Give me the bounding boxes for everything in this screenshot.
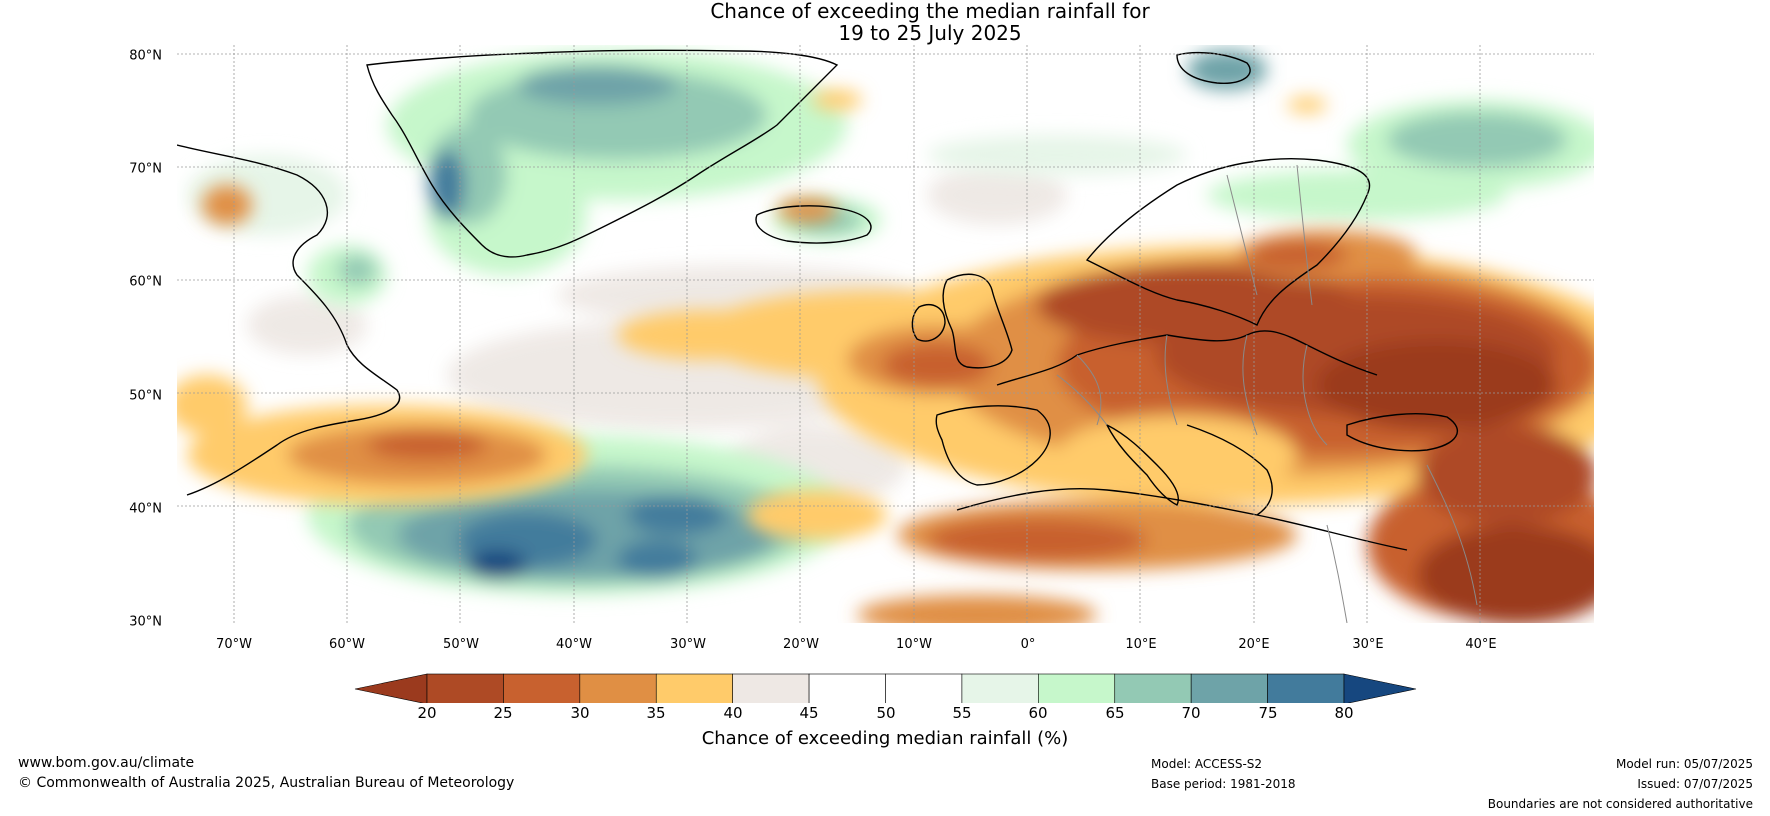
model-run-text: Model run: 05/07/2025 bbox=[1615, 757, 1753, 771]
colorbar-label: 75 bbox=[1258, 704, 1278, 722]
lat-label-30n: 30°N bbox=[129, 614, 162, 630]
colorbar-swatch bbox=[503, 673, 581, 703]
colorbar-swatch bbox=[1267, 673, 1345, 703]
coastlines bbox=[177, 49, 1459, 551]
colorbar-label: 30 bbox=[570, 704, 590, 722]
lon-label-50w: 50°W bbox=[443, 637, 479, 652]
model-text: Model: ACCESS-S2 bbox=[1151, 757, 1263, 771]
colorbar-label: 40 bbox=[723, 704, 743, 722]
colorbar-label: 25 bbox=[493, 704, 513, 722]
colorbar-label: 45 bbox=[799, 704, 819, 722]
copyright-text: © Commonwealth of Australia 2025, Austra… bbox=[18, 775, 515, 791]
lat-label-70n: 70°N bbox=[129, 161, 162, 177]
lat-label-50n: 50°N bbox=[129, 388, 162, 404]
lat-label-60n: 60°N bbox=[129, 274, 162, 290]
country-boundaries bbox=[1056, 164, 1478, 623]
colorbar-swatch bbox=[1114, 673, 1192, 703]
website-text: www.bom.gov.au/climate bbox=[18, 755, 195, 771]
colorbar-swatch bbox=[961, 673, 1039, 703]
colorbar-label: 65 bbox=[1105, 704, 1125, 722]
colorbar-label: 60 bbox=[1028, 704, 1048, 722]
graticule bbox=[177, 45, 1594, 623]
colorbar-swatch bbox=[579, 673, 657, 703]
colorbar-swatch bbox=[1038, 673, 1116, 703]
colorbar-label: 70 bbox=[1181, 704, 1201, 722]
colorbar-label: 20 bbox=[417, 704, 437, 722]
lon-label-30e: 30°E bbox=[1352, 637, 1384, 652]
colorbar-label: 80 bbox=[1334, 704, 1354, 722]
lon-label-0: 0° bbox=[1020, 637, 1036, 652]
lon-label-20e: 20°E bbox=[1238, 637, 1270, 652]
colorbar-swatch bbox=[1190, 673, 1268, 703]
colorbar-swatch bbox=[808, 673, 886, 703]
colorbar-swatch bbox=[732, 673, 810, 703]
lat-label-40n: 40°N bbox=[129, 501, 162, 517]
lon-label-30w: 30°W bbox=[670, 637, 706, 652]
disclaimer-text: Boundaries are not considered authoritat… bbox=[1487, 797, 1753, 811]
colorbar-title: Chance of exceeding median rainfall (%) bbox=[701, 728, 1069, 749]
probability-field-drier bbox=[177, 90, 1594, 623]
lon-label-60w: 60°W bbox=[329, 637, 365, 652]
lon-label-10w: 10°W bbox=[896, 637, 932, 652]
lon-label-20w: 20°W bbox=[783, 637, 819, 652]
colorbar-label: 50 bbox=[876, 704, 896, 722]
colorbar bbox=[354, 673, 1417, 703]
lon-label-10e: 10°E bbox=[1125, 637, 1157, 652]
map-title-line2: 19 to 25 July 2025 bbox=[838, 21, 1022, 45]
colorbar-label: 35 bbox=[646, 704, 666, 722]
issued-text: Issued: 07/07/2025 bbox=[1637, 777, 1753, 791]
colorbar-swatch bbox=[426, 673, 504, 703]
lat-label-80n: 80°N bbox=[129, 48, 162, 64]
rainfall-probability-map bbox=[177, 45, 1594, 623]
colorbar-label: 55 bbox=[952, 704, 972, 722]
colorbar-swatch bbox=[885, 673, 963, 703]
colorbar-swatch bbox=[655, 673, 733, 703]
lon-label-40e: 40°E bbox=[1465, 637, 1497, 652]
map-title-line1: Chance of exceeding the median rainfall … bbox=[710, 0, 1150, 23]
colorbar-extend-low bbox=[354, 673, 428, 703]
colorbar-extend-high bbox=[1343, 673, 1417, 703]
lon-label-40w: 40°W bbox=[556, 637, 592, 652]
lon-label-70w: 70°W bbox=[216, 637, 252, 652]
base-period-text: Base period: 1981-2018 bbox=[1151, 777, 1296, 791]
